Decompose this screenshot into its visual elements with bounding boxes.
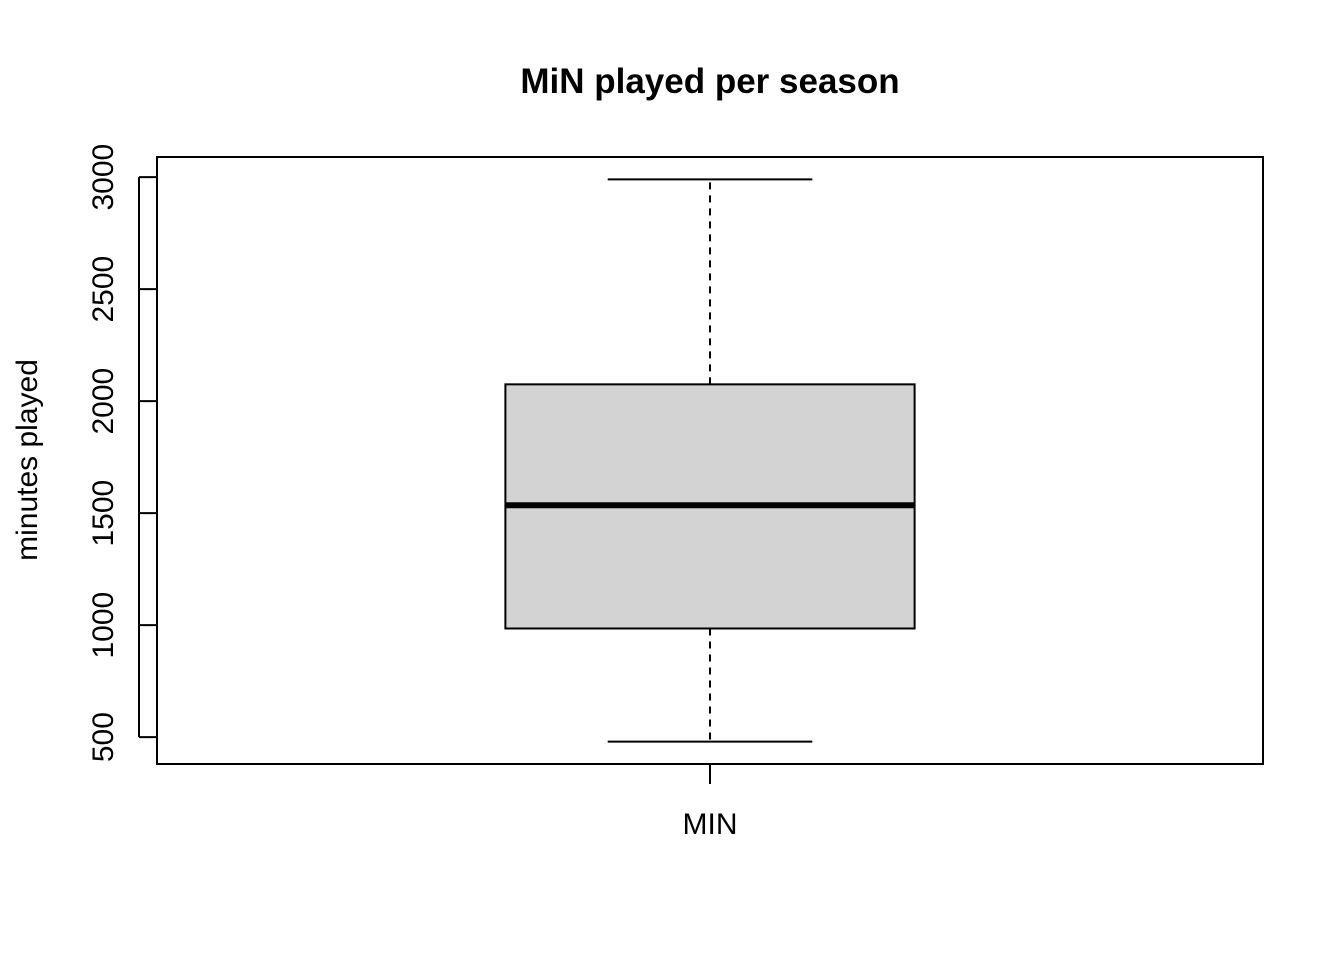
y-tick-label: 1500	[87, 480, 120, 547]
boxplot-series	[504, 178, 916, 743]
y-tick-label: 3000	[87, 144, 120, 211]
x-axis: MIN	[683, 764, 738, 841]
y-tick-label: 2500	[87, 256, 120, 323]
box-min	[504, 178, 916, 743]
y-axis: 500 1000 1500 2000 2500 3000	[87, 144, 157, 762]
y-tick-label: 2000	[87, 368, 120, 435]
y-tick-label: 1000	[87, 592, 120, 659]
y-tick-label: 500	[87, 712, 120, 762]
x-tick-label: MIN	[683, 808, 738, 841]
y-axis-label: minutes played	[11, 359, 44, 561]
chart-title: MiN played per season	[520, 62, 899, 101]
